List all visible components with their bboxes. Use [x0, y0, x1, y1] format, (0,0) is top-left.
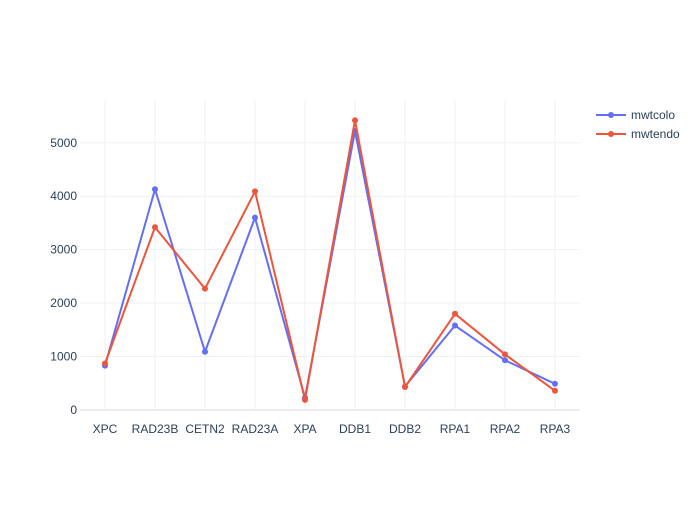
data-point[interactable] — [502, 357, 508, 364]
data-point[interactable] — [152, 224, 158, 231]
x-tick-label: RPA3 — [540, 422, 571, 436]
x-tick-label: RPA1 — [440, 422, 471, 436]
data-point[interactable] — [152, 186, 158, 193]
x-tick-label: DDB1 — [339, 422, 371, 436]
legend-swatch-marker — [608, 131, 614, 137]
data-point[interactable] — [552, 387, 558, 394]
data-point[interactable] — [402, 384, 408, 391]
legend-label: mwtcolo — [631, 108, 675, 122]
data-point[interactable] — [502, 351, 508, 358]
x-tick-label: DDB2 — [389, 422, 421, 436]
y-tick-label: 4000 — [50, 189, 77, 203]
legend-label: mwtendo — [631, 127, 680, 141]
y-tick-label: 1000 — [50, 350, 77, 364]
series-line — [104, 119, 556, 401]
y-tick-label: 3000 — [50, 243, 77, 257]
gridlines — [80, 100, 580, 411]
x-tick-label: RAD23B — [132, 422, 179, 436]
x-axis-ticks: XPC RAD23B CETN2 RAD23A XPA DDB1 DDB2 RPA1 RPA2 R… — [93, 422, 571, 436]
legend[interactable]: mwtcolo mwtendo — [596, 108, 680, 141]
y-axis-ticks: 0 1000 2000 3000 4000 5000 — [50, 136, 77, 417]
data-point[interactable] — [252, 214, 258, 221]
data-point[interactable] — [302, 396, 308, 403]
x-tick-label: XPA — [293, 422, 316, 436]
series-mwtendo — [102, 117, 558, 403]
x-tick-label: RPA2 — [490, 422, 521, 436]
y-tick-label: 5000 — [50, 136, 77, 150]
data-point[interactable] — [102, 360, 108, 367]
series-group — [102, 117, 558, 403]
x-tick-label: CETN2 — [185, 422, 225, 436]
data-point[interactable] — [252, 188, 258, 195]
data-point[interactable] — [202, 348, 208, 355]
legend-item-mwtendo[interactable]: mwtendo — [596, 127, 680, 141]
legend-item-mwtcolo[interactable]: mwtcolo — [596, 108, 675, 122]
y-tick-label: 0 — [70, 403, 77, 417]
data-point[interactable] — [202, 285, 208, 292]
data-point[interactable] — [452, 310, 458, 317]
x-tick-label: XPC — [93, 422, 118, 436]
data-point[interactable] — [452, 322, 458, 329]
data-point[interactable] — [352, 117, 358, 124]
data-point[interactable] — [552, 380, 558, 387]
x-tick-label: RAD23A — [232, 422, 279, 436]
legend-swatch-marker — [608, 112, 614, 118]
y-tick-label: 2000 — [50, 296, 77, 310]
